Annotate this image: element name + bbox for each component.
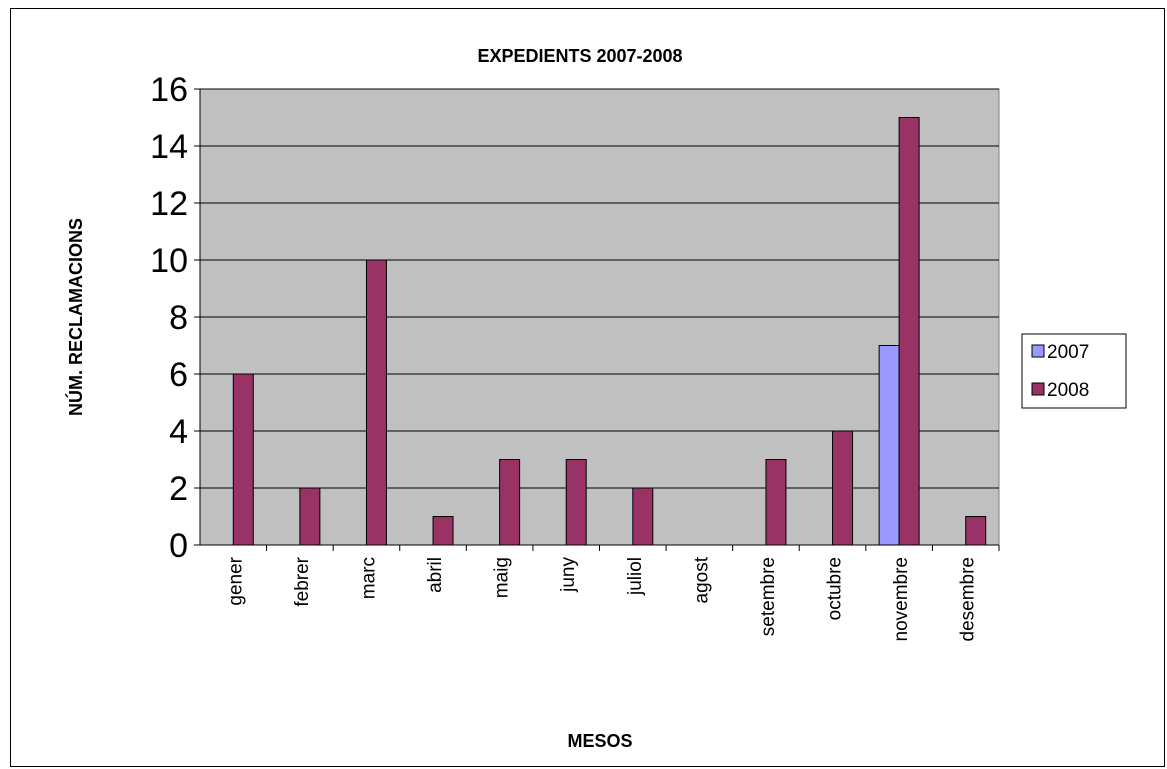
x-tick-label-febrer: febrer — [292, 556, 313, 606]
x-tick-label-marc: marc — [358, 557, 379, 599]
y-tick-label-4: 4 — [169, 413, 188, 451]
y-tick-label-2: 2 — [169, 470, 188, 508]
bar-2008-abril — [432, 516, 454, 546]
gridlines — [200, 88, 999, 489]
x-tick-label-agost: agost — [691, 556, 712, 603]
bar-2008-gener — [232, 373, 254, 546]
x-axis-ticks: gener febrer marc abril maig juny juliol agost s… — [225, 545, 1000, 642]
bar-2007-novembre — [878, 345, 900, 546]
bar-2008-febrer — [299, 487, 321, 546]
bar-2008-octubre — [832, 430, 854, 546]
y-tick-label-0: 0 — [169, 527, 188, 565]
x-tick-label-abril: abril — [425, 557, 446, 593]
x-tick-label-novembre: novembre — [891, 557, 912, 642]
y-tick-label-6: 6 — [169, 356, 188, 394]
y-axis-label: NÚM. RECLAMACIONS — [65, 218, 86, 416]
x-tick-label-gener: gener — [225, 556, 246, 605]
bar-2008-setembre — [765, 459, 787, 546]
legend-swatch-2008 — [1031, 382, 1045, 396]
bar-2008-juliol — [632, 487, 654, 546]
y-tick-label-12: 12 — [150, 185, 188, 223]
x-tick-label-maig: maig — [492, 557, 513, 598]
x-tick-label-juny: juny — [558, 557, 579, 593]
legend-label-2007: 2007 — [1047, 342, 1089, 363]
chart-title: EXPEDIENTS 2007-2008 — [477, 46, 682, 66]
bars — [232, 117, 987, 546]
x-tick-label-desembre: desembre — [958, 557, 979, 642]
y-axis-ticks: 0 2 4 6 8 10 12 14 16 — [150, 71, 200, 565]
legend-label-2008: 2008 — [1047, 380, 1089, 401]
x-tick-label-juliol: juliol — [625, 557, 646, 596]
x-axis-label: MESOS — [567, 731, 632, 751]
bar-2008-juny — [565, 459, 587, 546]
x-tick-label-setembre: setembre — [758, 557, 779, 636]
bar-2008-desembre — [965, 516, 987, 546]
bar-2008-marc — [365, 259, 387, 546]
legend-swatch-2007 — [1031, 344, 1045, 358]
x-tick-label-octubre: octubre — [825, 557, 846, 620]
y-tick-label-14: 14 — [150, 128, 188, 166]
bar-2008-maig — [499, 459, 521, 546]
bar-2008-novembre — [898, 117, 920, 546]
y-tick-label-10: 10 — [150, 242, 188, 280]
legend: 2007 2008 — [1021, 333, 1127, 409]
y-tick-label-16: 16 — [150, 71, 188, 109]
y-tick-label-8: 8 — [169, 299, 188, 337]
